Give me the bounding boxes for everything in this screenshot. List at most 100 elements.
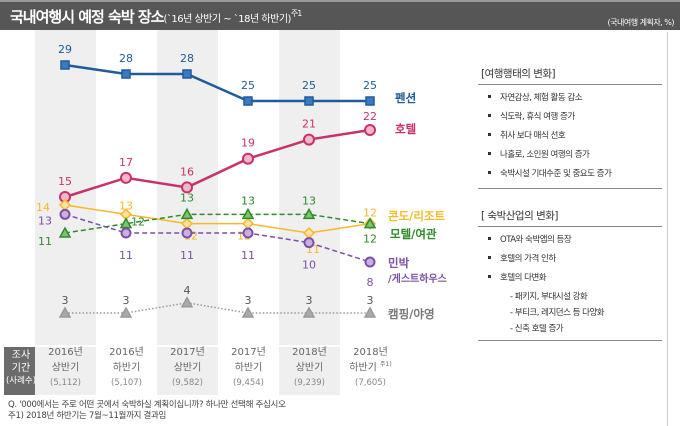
data-label: 25: [241, 79, 255, 92]
column-band: [35, 30, 96, 345]
period-half: 하반기: [96, 359, 157, 374]
behavior-change-panel: [여행행태의 변화] 자연감상, 체험 활동 감소 식도락, 휴식 여행 증가 …: [478, 66, 662, 189]
data-label: 12: [131, 216, 145, 229]
list-item: 식도락, 휴식 여행 증가: [478, 110, 662, 129]
data-point: [180, 207, 194, 220]
data-label: 13: [241, 194, 255, 207]
period-half-text: 하반기: [112, 362, 141, 374]
sample-size: (5,112): [50, 378, 81, 389]
sample-size: (5,107): [111, 378, 142, 389]
data-point: [303, 237, 315, 249]
series-line: [64, 213, 371, 263]
period-year: 2018년: [353, 347, 388, 358]
data-point: [241, 306, 255, 318]
data-label: 13: [180, 191, 194, 204]
data-label: 11: [38, 235, 52, 248]
panel-title: [여행행태의 변화]: [478, 66, 662, 85]
data-label: 3: [367, 294, 374, 307]
footnotes: Q. '000에서는 주로 어떤 곳에서 숙박하실 계획이십니까? 하나만 선택…: [8, 400, 286, 422]
series-legend-label: 캠핑/야영: [388, 307, 435, 321]
data-label: 13: [302, 194, 316, 207]
list-item: 자연감상, 체험 활동 감소: [478, 91, 662, 110]
data-point: [242, 227, 254, 239]
data-point: [243, 96, 253, 106]
period-note: 주1) 2018년 하반기는 7월~11월까지 결과임: [8, 411, 167, 421]
data-label: 13: [119, 199, 133, 212]
question-note: Q. '000에서는 주로 어떤 곳에서 숙박하실 계획이십니까? 하나만 선택…: [8, 400, 286, 410]
series-line: [64, 204, 371, 234]
period-year: 2018년: [292, 347, 327, 358]
sample-size: (9,582): [172, 378, 203, 389]
list-item: 호텔의 가격 인하: [478, 252, 662, 271]
title-text: 국내여행시 예정 숙박 장소: [10, 8, 164, 26]
series-legend-label: 호텔: [395, 122, 416, 136]
period-half: 하반기: [218, 359, 279, 374]
line-chart: 292828252525펜션151716192122호텔141312121112…: [35, 30, 447, 345]
survey-label-2: 기간: [11, 363, 31, 374]
data-label: 11: [180, 249, 194, 262]
chart-title: 국내여행시 예정 숙박 장소(`16년 상반기 ~ `18년 하반기)주1: [10, 6, 302, 27]
series-legend-label: 펜션: [395, 91, 416, 105]
divider: [478, 188, 662, 189]
series-legend-label: 민박: [388, 256, 410, 270]
data-point: [364, 256, 376, 268]
list-item: OTA와 숙박앱의 등장: [478, 233, 662, 252]
data-label: 22: [363, 110, 377, 123]
title-subtitle: (`16년 상반기 ~ `18년 하반기): [163, 14, 291, 25]
column-band: [279, 30, 340, 345]
period-half: 상반기: [35, 359, 96, 374]
data-label: 21: [302, 118, 316, 131]
data-label: 25: [302, 79, 316, 92]
series-5: 3 3 4 3 3 3 캠핑/야영: [58, 284, 435, 321]
title-bar: 국내여행시 예정 숙박 장소(`16년 상반기 ~ `18년 하반기)주1 (국…: [0, 0, 680, 30]
series-3: 11 12 13 13 13 12 모텔/여관: [38, 191, 437, 248]
data-point: [121, 69, 131, 79]
title-note: 주1: [290, 9, 302, 18]
period-note: 주1): [380, 361, 392, 368]
data-point: [241, 207, 255, 220]
data-point: [302, 207, 316, 220]
data-label: 4: [184, 284, 191, 297]
data-point: [181, 181, 193, 194]
data-label: 15: [58, 175, 72, 188]
series-1: 15 17 16 19 21 22 호텔: [58, 110, 416, 203]
data-label: 3: [306, 294, 313, 307]
data-point: [182, 69, 192, 79]
period-year: 2016년: [109, 347, 144, 358]
series-0: 29 28 28 25 25 25 펜션: [58, 43, 416, 106]
period-year: 2017년: [231, 347, 266, 358]
sub-item: - 부티크, 레지던스 등 다양화: [510, 308, 605, 318]
data-point: [363, 306, 377, 318]
data-label: 3: [123, 294, 130, 307]
industry-change-panel: [ 숙박산업의 변화] OTA와 숙박앱의 등장 호텔의 가격 인하 호텔의 다…: [478, 208, 662, 341]
data-point: [58, 226, 72, 238]
divider: [478, 340, 662, 341]
data-label: 19: [241, 137, 255, 150]
data-point: [120, 171, 132, 184]
data-point: [60, 60, 70, 70]
data-label: 16: [180, 165, 194, 178]
period-label: 2017년 하반기 (9,454): [218, 347, 279, 395]
data-label: 3: [245, 294, 252, 307]
period-half-text: 상반기: [51, 362, 80, 374]
series-line: [64, 128, 371, 199]
list-item: 나홀로, 소인원 여행의 증가: [478, 148, 662, 167]
period-half-text: 하반기: [349, 362, 377, 374]
data-point: [119, 306, 133, 318]
survey-label-3: (사례수): [5, 376, 37, 386]
list-item: 숙박시설 기대수준 및 중요도 증가: [478, 167, 662, 186]
data-label: 3: [62, 294, 69, 307]
series-line: [64, 63, 370, 103]
series-legend-label-2: /게스트하우스: [388, 272, 447, 285]
list-item: 취사 보다 매식 선호: [478, 129, 662, 148]
data-label: 25: [363, 79, 377, 92]
panel-title: [ 숙박산업의 변화]: [478, 208, 662, 227]
sub-item: - 신축 호텔 증가: [510, 324, 564, 334]
period-half: 상반기: [157, 359, 218, 374]
period-half: 하반기 주1): [340, 359, 401, 374]
data-label: 28: [119, 52, 133, 65]
period-label: 2017년 상반기 (9,582): [157, 347, 218, 395]
sample-size: (7,605): [355, 378, 386, 389]
data-point: [58, 306, 72, 318]
data-point: [180, 296, 194, 308]
